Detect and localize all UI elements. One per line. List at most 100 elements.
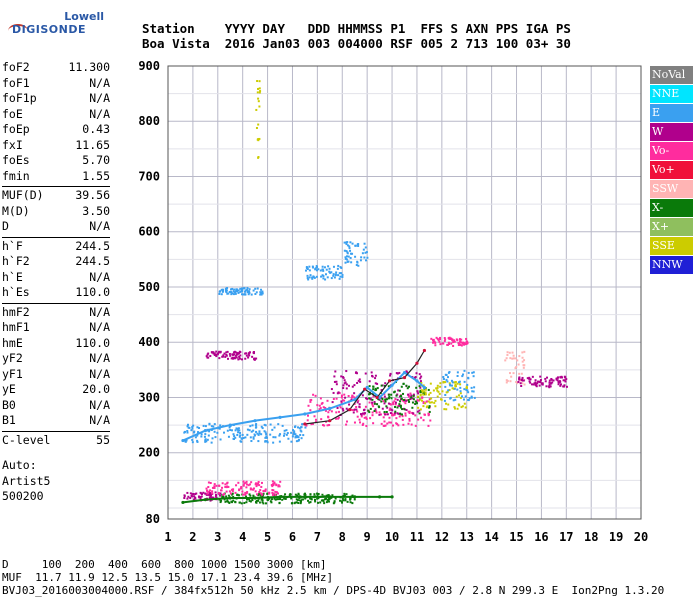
echo-point	[563, 379, 566, 382]
echo-point	[358, 405, 361, 408]
echo-point	[384, 413, 387, 416]
echo-point	[405, 384, 408, 387]
echo-point	[254, 293, 257, 296]
echo-point	[262, 492, 265, 495]
echo-point	[248, 288, 251, 291]
echo-point	[430, 401, 433, 404]
x-tick-label: 1	[164, 530, 171, 544]
echo-point	[219, 501, 222, 504]
echo-point	[386, 413, 389, 416]
echo-point	[457, 344, 460, 347]
echo-point	[445, 402, 448, 405]
echo-point	[306, 274, 309, 277]
echo-point	[373, 400, 376, 403]
param-separator	[2, 236, 110, 238]
echo-point	[310, 498, 313, 501]
echo-point	[404, 412, 407, 415]
echo-point	[231, 492, 234, 495]
echo-point	[403, 400, 406, 403]
echo-point	[212, 425, 215, 428]
echo-point	[518, 372, 521, 375]
echo-point	[189, 497, 192, 500]
echo-point	[317, 492, 320, 495]
echo-point	[386, 406, 389, 409]
echo-point	[196, 440, 199, 443]
echo-point	[363, 242, 366, 245]
echo-point	[239, 287, 242, 290]
echo-point	[272, 441, 275, 444]
echo-point	[349, 241, 352, 244]
echo-point	[248, 483, 251, 486]
echo-point	[234, 290, 237, 293]
echo-point	[299, 502, 302, 505]
echo-point	[242, 437, 245, 440]
echo-point	[272, 482, 275, 485]
echo-point	[195, 492, 198, 495]
echo-point	[386, 422, 389, 425]
echo-point	[344, 256, 347, 259]
echo-point	[562, 385, 565, 388]
echo-point	[345, 423, 348, 426]
echo-point	[401, 408, 404, 411]
echo-point	[456, 339, 459, 342]
echo-point	[198, 427, 201, 430]
echo-point	[215, 353, 218, 356]
echo-point	[410, 394, 413, 397]
echo-point	[246, 288, 249, 291]
echo-point	[268, 497, 271, 500]
echo-point	[353, 408, 356, 411]
trace-point	[378, 395, 382, 400]
echo-point	[548, 379, 551, 382]
echo-point	[460, 341, 463, 344]
echo-point	[396, 406, 399, 409]
param-key: B1	[2, 413, 16, 427]
echo-point	[215, 350, 218, 353]
echo-point	[245, 495, 248, 498]
header-labels: Station YYYY DAY DDD HHMMSS P1 FFS S AXN…	[142, 21, 571, 36]
echo-point	[229, 290, 232, 293]
echo-point	[317, 501, 320, 504]
trace-point	[402, 375, 407, 380]
trace-line	[182, 495, 393, 504]
echo-point	[412, 398, 415, 401]
echo-point	[427, 388, 430, 391]
echo-point	[325, 273, 328, 276]
echo-point	[523, 383, 526, 386]
echo-point	[311, 422, 314, 425]
echo-point	[459, 383, 462, 386]
echo-point	[455, 395, 458, 398]
echo-point	[245, 486, 248, 489]
echo-point	[391, 412, 394, 415]
echo-point	[238, 489, 241, 492]
echo-point	[226, 350, 229, 353]
echo-point	[380, 384, 383, 387]
echo-point	[344, 498, 347, 501]
echo-point	[293, 425, 296, 428]
echo-point	[252, 488, 255, 491]
echo-point	[234, 500, 237, 503]
echo-point	[374, 374, 377, 377]
echo-point	[506, 354, 509, 357]
echo-point	[556, 376, 559, 379]
echo-point	[213, 486, 216, 489]
echo-point	[234, 436, 237, 439]
echo-point	[305, 424, 308, 427]
echo-point	[191, 438, 194, 441]
echo-point	[418, 412, 421, 415]
param-row: fmin 1.55	[2, 169, 110, 185]
legend-x-: X-	[650, 199, 693, 217]
echo-point	[345, 370, 348, 373]
echo-point	[258, 484, 261, 487]
echo-point	[363, 416, 366, 419]
echo-point	[239, 487, 242, 490]
echo-point	[332, 273, 335, 276]
echo-point	[387, 402, 390, 405]
echo-point	[398, 389, 401, 392]
echo-point	[451, 339, 454, 342]
echo-point	[435, 387, 438, 390]
echo-point	[376, 387, 379, 390]
echo-point	[464, 395, 467, 398]
echo-point	[190, 429, 193, 432]
trace-point	[203, 429, 207, 433]
echo-point	[258, 105, 261, 108]
